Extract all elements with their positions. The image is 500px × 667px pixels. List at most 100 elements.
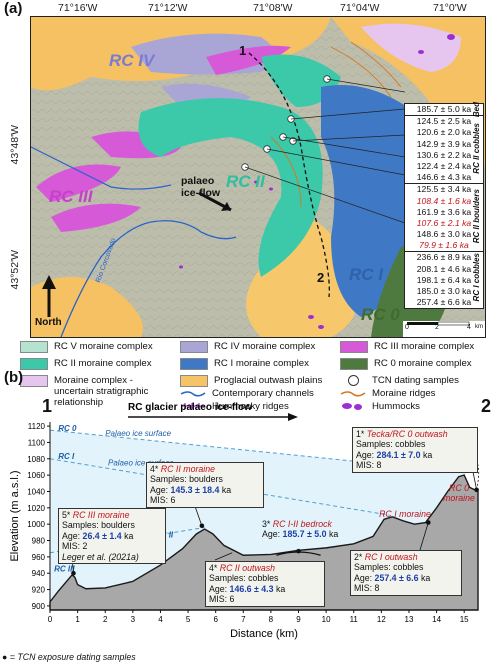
legend-swatch	[180, 388, 206, 398]
river-corcovado	[60, 220, 237, 337]
annotation-line: MIS: 8	[354, 583, 380, 594]
legend-swatch	[20, 358, 48, 370]
y-tick-label: 980	[32, 537, 46, 546]
age-row: 146.6 ± 4.3 ka	[416, 172, 472, 183]
moraine-ridges-north	[270, 41, 402, 208]
label-north: North	[35, 317, 62, 328]
legend-label: Hummocky ridges	[212, 401, 289, 412]
annotation-age: 257.4 ± 6.6	[374, 572, 419, 583]
scale-unit: km	[475, 324, 483, 330]
age-row: 79.9 ± 1.6 ka	[419, 240, 469, 251]
transect-line	[248, 52, 330, 298]
x-tick-label: 13	[405, 615, 414, 624]
legend-swatch	[20, 341, 48, 353]
coord-top-4: 71°04'W	[340, 2, 380, 14]
age-row: 142.9 ± 3.9 ka	[416, 138, 472, 149]
legend-item: RC 0 moraine complex	[340, 358, 472, 370]
surface-label-rc3: RC III	[54, 565, 75, 574]
legend-item: TCN dating samples	[340, 375, 459, 386]
x-axis-title: Distance (km)	[230, 628, 298, 640]
age-row: 198.1 ± 6.4 ka	[416, 274, 472, 285]
annotation-age-unit: ka	[420, 449, 433, 460]
label-palaeo-ice-flow: palaeo ice-flow	[181, 175, 221, 199]
label-rc-0: RC 0	[361, 305, 400, 324]
age-row: 185.7 ± 5.0 ka	[416, 104, 472, 114]
annotation-line: MIS: 2	[62, 541, 88, 552]
legend-swatch	[20, 375, 48, 387]
legend-label: RC IV moraine complex	[214, 341, 316, 352]
annotation-rc2-moraine: 4* RC II moraine Samples: boulders Age: …	[146, 462, 264, 508]
annotation-leader-4	[214, 552, 233, 561]
x-tick-label: 9	[296, 615, 301, 624]
coord-left-2: 43°52'W	[9, 250, 21, 290]
age-row: 122.4 ± 2.4 ka	[416, 160, 472, 171]
annotation-line: Samples: cobbles	[354, 562, 424, 573]
sample-dot	[296, 548, 301, 554]
annotation-line: MIS: 8	[356, 460, 382, 471]
annotation-age-label: Age:	[354, 572, 375, 583]
rc3-ridge-south	[51, 203, 141, 232]
age-group-label: Bed	[471, 102, 481, 118]
age-row: 124.5 ± 2.5 ka	[405, 115, 483, 127]
legend-item: Hummocky ridges	[180, 401, 289, 412]
coord-top-1: 71°16'W	[58, 2, 98, 14]
profile-title: RC glacier palaeo ice-flow	[128, 402, 252, 413]
annotation-title: RC II outwash	[219, 563, 276, 573]
annotation-age: 145.3 ± 18.4	[170, 484, 220, 495]
coord-top-2: 71°12'W	[148, 2, 188, 14]
surface-label-palaeo-1: Palaeo ice surface	[105, 429, 171, 438]
legend-label: Contemporary channels	[212, 388, 314, 399]
annotation-age-unit: ka	[219, 484, 232, 495]
legend-item: Contemporary channels	[180, 388, 314, 399]
transect-point-2: 2	[317, 270, 325, 285]
legend-item: RC IV moraine complex	[180, 341, 315, 353]
age-row: 236.6 ± 8.9 ka	[405, 251, 483, 263]
legend-label: Moraine ridges	[372, 388, 436, 399]
annotation-num: 3*	[262, 519, 271, 529]
ice-surface-1	[49, 458, 390, 516]
annotation-title: RC I outwash	[364, 552, 418, 562]
annotation-age-label: Age:	[262, 529, 283, 539]
annotation-line: Samples: boulders	[62, 520, 135, 531]
legend-label: RC II moraine complex	[54, 358, 152, 369]
age-row: 107.6 ± 2.1 ka	[416, 217, 472, 228]
annotation-line: Samples: boulders	[150, 474, 223, 485]
y-tick-label: 900	[32, 602, 46, 611]
footnote: ● = TCN exposure dating samples	[2, 652, 136, 662]
annotation-age-unit: ka	[273, 583, 286, 594]
surface-label-palaeo-2: Palaeo ice surface	[108, 458, 174, 467]
legend-item: Proglacial outwash plains	[180, 375, 322, 387]
sample-leader-lines	[244, 78, 416, 286]
uncertain-complex	[361, 23, 461, 73]
coord-top-5: 71°0'W	[433, 2, 467, 14]
annotation-line: MIS: 6	[150, 495, 176, 506]
legend-label: RC V moraine complex	[54, 341, 153, 352]
x-tick-label: 4	[158, 615, 163, 624]
age-row: 120.6 ± 2.0 ka	[416, 127, 472, 138]
x-tick-label: 8	[269, 615, 274, 624]
age-row: 125.5 ± 3.4 ka	[405, 183, 483, 195]
x-tick-label: 0	[48, 615, 53, 624]
scale-label-2: 2	[435, 324, 439, 331]
annotation-num: 2*	[354, 552, 363, 562]
annotation-age: 185.7 ± 5.0	[282, 529, 327, 539]
label-rc-ii: RC II	[226, 172, 265, 191]
scale-label-4: 4	[467, 324, 471, 331]
legend-label: RC 0 moraine complex	[374, 358, 472, 369]
annotation-title: RC II moraine	[160, 464, 216, 474]
x-tick-label: 5	[186, 615, 191, 624]
legend-swatch	[340, 388, 366, 398]
age-row: 148.6 ± 3.0 ka	[416, 229, 472, 240]
outwash-plain-southwest	[31, 277, 143, 337]
x-tick-label: 14	[432, 615, 441, 624]
legend-item: RC II moraine complex	[20, 358, 152, 370]
annotation-age-unit: ka	[121, 530, 134, 541]
scale-label-0: 0	[405, 324, 409, 331]
age-table-body: 185.7 ± 5.0 ka 124.5 ± 2.5 ka 120.6 ± 2.0 …	[405, 104, 483, 308]
annotation-title: RC I-II bedrock	[272, 519, 332, 529]
annotation-age-label: Age:	[356, 449, 377, 460]
annotation-age: 284.1 ± 7.0	[376, 449, 421, 460]
annotation-title: Tecka/RC 0 outwash	[366, 429, 448, 439]
label-rc0-moraine: RC 0 moraine	[443, 483, 475, 503]
legend-item: RC V moraine complex	[20, 341, 153, 353]
